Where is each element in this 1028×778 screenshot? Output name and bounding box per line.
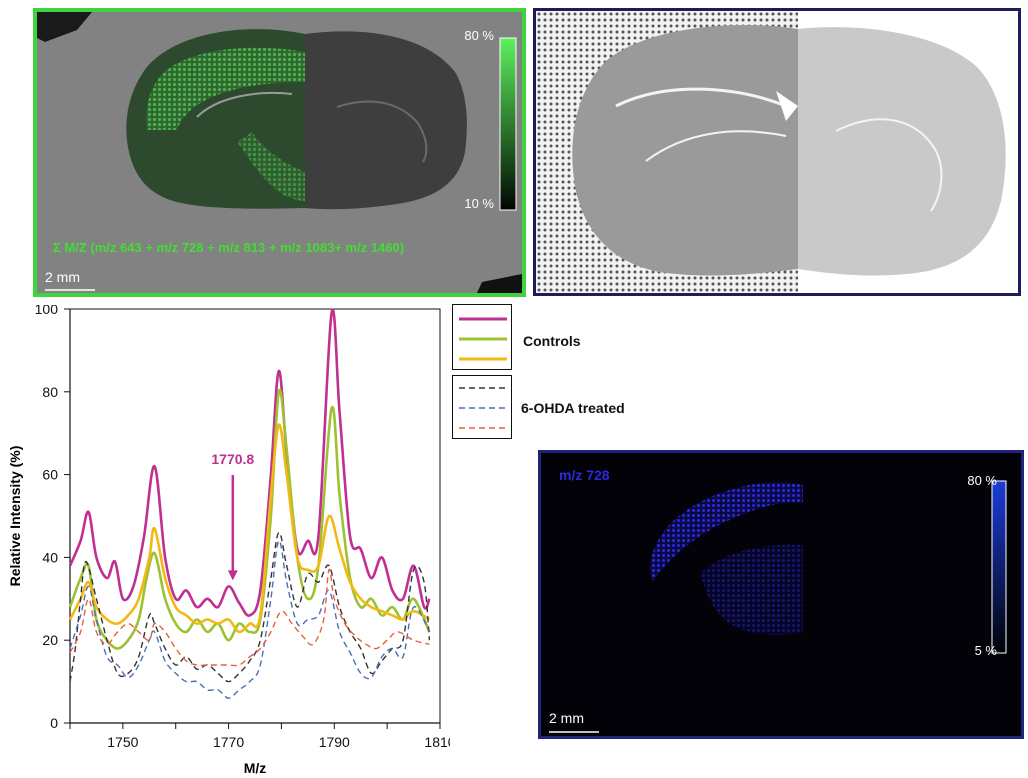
spectrum-chart: 0 20 40 60 80 100 1750 1770 1790 1810 1770.8 M/z… (7, 305, 450, 776)
green-scalebar-label: 2 mm (45, 269, 80, 285)
right-hemisphere (305, 31, 467, 210)
legend-treated-box (452, 375, 512, 439)
x-tick-label: 1810 (424, 734, 450, 750)
y-tick-label: 100 (35, 305, 59, 317)
y-tick-label: 80 (42, 384, 58, 400)
y-tick-label: 0 (50, 715, 58, 731)
series-lines (68, 308, 431, 699)
blue-mz-label: m/z 728 (559, 467, 610, 483)
green-colorbar-min-label: 10 % (464, 196, 494, 211)
y-tick-label: 20 (42, 632, 58, 648)
blue-colorbar (991, 480, 1007, 654)
y-tick-label: 40 (42, 549, 58, 565)
blue-colorbar-min-label: 5 % (974, 643, 997, 658)
legend-controls-box (452, 304, 512, 370)
green-ion-image (37, 12, 522, 293)
annotation-arrowhead (227, 570, 238, 581)
series-line-1 (68, 308, 431, 617)
blue-colorbar-max-label: 80 % (967, 473, 997, 488)
x-tick-label: 1770 (213, 734, 244, 750)
series-line-4 (69, 531, 431, 683)
optical-image-panel (533, 8, 1021, 296)
legend-treated-swatches (459, 387, 507, 429)
green-ion-image-panel: 80 % 10 % Σ M/Z (m/z 643 + m/z 728 + m/z… (33, 8, 526, 297)
x-axis-label: M/z (244, 760, 267, 776)
optical-brain-section-image (536, 11, 1018, 293)
peak-annotation: 1770.8 (211, 451, 254, 581)
green-image-caption: Σ M/Z (m/z 643 + m/z 728 + m/z 813 + m/z… (53, 240, 405, 255)
series-line-5 (69, 540, 431, 699)
y-axis-label: Relative Intensity (%) (7, 446, 23, 587)
series-line-2 (68, 388, 431, 650)
blue-signal-region (650, 482, 803, 581)
x-tick-label: 1750 (107, 734, 138, 750)
plot-frame (69, 308, 441, 724)
green-colorbar (499, 37, 517, 211)
legend-treated-label: 6-OHDA treated (521, 400, 625, 416)
optical-right-hemisphere (798, 27, 1006, 276)
x-axis: 1750 1770 1790 1810 (69, 722, 450, 750)
y-tick-label: 60 (42, 467, 58, 483)
blue-ion-image-panel: m/z 728 80 % 5 % 2 mm (538, 450, 1024, 739)
legend-controls-label: Controls (523, 333, 581, 349)
annotation-label: 1770.8 (211, 451, 254, 467)
x-tick-label: 1790 (319, 734, 350, 750)
series-line-6 (69, 569, 430, 667)
legend-controls-swatches (459, 317, 507, 361)
y-axis: 0 20 40 60 80 100 (35, 305, 71, 731)
optical-left-hemisphere (572, 24, 798, 276)
series-line-3 (68, 423, 431, 634)
blue-scalebar-label: 2 mm (549, 710, 584, 726)
blue-ion-image (541, 453, 1021, 736)
green-colorbar-max-label: 80 % (464, 28, 494, 43)
